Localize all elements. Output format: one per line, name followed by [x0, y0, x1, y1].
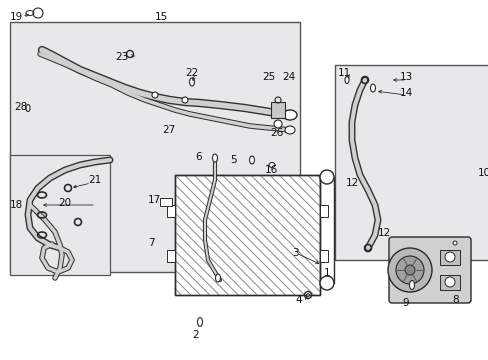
Ellipse shape	[408, 280, 414, 289]
Circle shape	[404, 265, 414, 275]
Circle shape	[444, 277, 454, 287]
Bar	[319, 250, 327, 262]
Ellipse shape	[319, 276, 333, 290]
Circle shape	[33, 8, 43, 18]
Text: 16: 16	[264, 165, 278, 175]
Ellipse shape	[345, 77, 348, 84]
Ellipse shape	[182, 97, 187, 103]
Ellipse shape	[370, 84, 375, 92]
Text: 2: 2	[192, 330, 198, 340]
Circle shape	[444, 252, 454, 262]
Text: 1: 1	[324, 268, 330, 278]
Text: 27: 27	[162, 125, 175, 135]
Bar	[167, 250, 175, 262]
Ellipse shape	[212, 154, 217, 162]
Text: 25: 25	[262, 72, 275, 82]
Text: 7: 7	[148, 238, 154, 248]
Bar	[175, 175, 319, 295]
Text: 21: 21	[88, 175, 101, 185]
Text: 9: 9	[401, 298, 408, 308]
Bar	[175, 175, 319, 295]
Ellipse shape	[283, 110, 296, 120]
Bar	[10, 155, 110, 275]
Ellipse shape	[249, 156, 254, 164]
Text: 24: 24	[282, 72, 295, 82]
Circle shape	[395, 256, 423, 284]
Text: 20: 20	[58, 198, 71, 208]
Text: 17: 17	[148, 195, 161, 205]
Text: 5: 5	[229, 155, 236, 165]
Text: 4: 4	[294, 295, 301, 305]
Text: 14: 14	[399, 88, 412, 98]
Text: 10: 10	[477, 168, 488, 178]
Text: 28: 28	[14, 102, 27, 112]
Ellipse shape	[285, 126, 294, 134]
Ellipse shape	[197, 318, 202, 327]
Text: 22: 22	[184, 68, 198, 78]
Bar	[319, 177, 333, 283]
Ellipse shape	[319, 170, 333, 184]
Bar	[439, 250, 459, 265]
Text: 13: 13	[399, 72, 412, 82]
Bar	[334, 65, 488, 260]
Ellipse shape	[189, 78, 194, 86]
Ellipse shape	[306, 293, 309, 297]
Bar	[160, 198, 172, 206]
Text: 12: 12	[346, 178, 359, 188]
Text: 18: 18	[10, 200, 23, 210]
Text: 26: 26	[269, 128, 283, 138]
Bar	[270, 102, 285, 118]
Text: 3: 3	[291, 248, 298, 258]
Ellipse shape	[215, 274, 220, 282]
Ellipse shape	[268, 162, 274, 167]
FancyBboxPatch shape	[388, 237, 470, 303]
Ellipse shape	[152, 92, 158, 98]
Ellipse shape	[452, 241, 456, 245]
Text: 8: 8	[451, 295, 458, 305]
Bar	[167, 205, 175, 217]
Circle shape	[387, 248, 431, 292]
Text: 23: 23	[115, 52, 128, 62]
Text: 11: 11	[337, 68, 350, 78]
Ellipse shape	[26, 104, 30, 112]
Text: 15: 15	[155, 12, 168, 22]
Bar	[439, 275, 459, 290]
Bar	[10, 22, 299, 272]
Text: 12: 12	[377, 228, 390, 238]
Ellipse shape	[273, 120, 282, 128]
Bar	[319, 205, 327, 217]
Text: 19: 19	[10, 12, 23, 22]
Text: 6: 6	[195, 152, 201, 162]
